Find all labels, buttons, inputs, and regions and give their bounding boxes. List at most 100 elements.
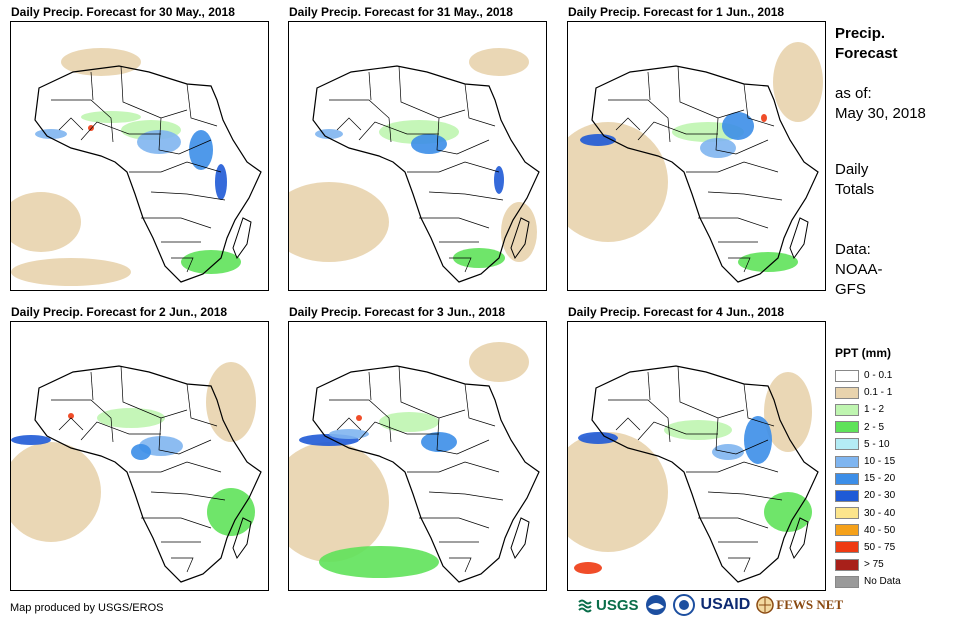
country-border [615,117,641,131]
country-border [707,491,783,501]
legend-swatch [835,438,859,451]
country-border [150,191,226,201]
country-border [428,491,504,501]
sidebar-title: Precip. Forecast [835,24,898,64]
totals-line2: Totals [835,181,875,198]
data-source-line2: GFS [835,281,866,298]
precip-area [574,562,602,574]
country-border [608,399,671,443]
legend-swatch [835,472,859,485]
nasa-seal-icon [672,594,695,616]
panel-title-2: Daily Precip. Forecast for 31 May., 2018 [289,5,513,19]
continent-outline [591,65,819,283]
precip-area [744,416,772,464]
country-border [419,217,490,229]
country-border [637,421,718,441]
legend-swatch [835,541,859,554]
legend-swatch [835,421,859,434]
legend-label: 40 - 50 [864,524,896,536]
country-border [615,417,641,431]
precip-area [289,442,389,562]
island-outline [510,217,530,260]
data-source-line1: NOAA- [835,261,883,278]
panel-title-6: Daily Precip. Forecast for 4 Jun., 2018 [568,305,785,319]
country-border [398,365,466,419]
country-border [398,65,466,119]
legend-item: 0 - 0.1 [835,367,901,384]
legend-swatch [835,507,859,520]
map-canvas [289,342,540,583]
forecast-map-5 [288,321,547,591]
totals-block: Daily Totals [835,160,874,200]
precip-area [11,435,51,445]
legend: 0 - 0.1 0.1 - 1 1 - 2 2 - 5 5 - 10 10 - 15 15 … [835,367,901,590]
precip-area [421,432,457,452]
forecast-map-3 [567,21,826,291]
country-border [141,517,212,529]
country-border [728,257,751,273]
legend-item: 20 - 30 [835,487,901,504]
country-border [336,417,362,431]
precip-area [764,372,812,452]
precip-area [501,202,537,262]
country-border [407,461,500,473]
island-outline [789,517,809,560]
legend-label: 1 - 2 [864,404,885,416]
country-border [728,557,751,573]
precip-area [11,258,131,286]
legend-label: No Data [864,576,901,588]
country-border [80,421,161,441]
island-outline [232,517,252,560]
precip-area [215,164,227,200]
country-border [329,99,392,143]
country-border [141,217,212,229]
legend-label: 50 - 75 [864,541,896,553]
country-border [186,83,218,127]
legend-label: 30 - 40 [864,507,896,519]
country-border [171,257,194,273]
legend-swatch [835,386,859,399]
country-border [129,161,222,173]
continent-outline [34,65,262,283]
continent-outline [312,65,540,283]
legend-label: 2 - 5 [864,421,885,433]
continent-outline [312,365,540,583]
legend-label: 10 - 15 [864,456,896,468]
country-border [449,557,472,573]
legend-swatch [835,403,859,416]
country-border [449,257,472,273]
noaa-logo-icon [645,595,666,615]
panel-title-1: Daily Precip. Forecast for 30 May., 2018 [11,5,235,19]
precip-area [181,250,241,274]
precip-area [578,432,618,444]
map-canvas [11,48,262,286]
country-border [647,371,651,401]
data-source-block: Data: NOAA- GFS [835,240,883,300]
legend-label: 20 - 30 [864,490,896,502]
precip-area [81,111,141,123]
country-border [637,121,718,141]
country-border [698,217,769,229]
legend-item: No Data [835,573,901,590]
legend-label: > 75 [864,559,884,571]
country-border [329,399,392,443]
country-border [608,99,671,143]
precip-area [289,182,389,262]
forecast-map-2 [288,21,547,291]
country-border [120,65,188,119]
island-outline [232,217,252,260]
legend-item: 2 - 5 [835,419,901,436]
precip-area [580,134,616,146]
legend-item: > 75 [835,556,901,573]
legend-label: 0.1 - 1 [864,387,893,399]
legend-item: 5 - 10 [835,436,901,453]
country-border [150,491,226,501]
forecast-map-1 [10,21,269,291]
precip-area [137,130,181,154]
country-border [171,557,194,573]
legend-item: 30 - 40 [835,505,901,522]
country-border [368,371,372,401]
as-of-block: as of: May 30, 2018 [835,84,926,124]
legend-swatch [835,558,859,571]
precip-area [11,192,81,252]
